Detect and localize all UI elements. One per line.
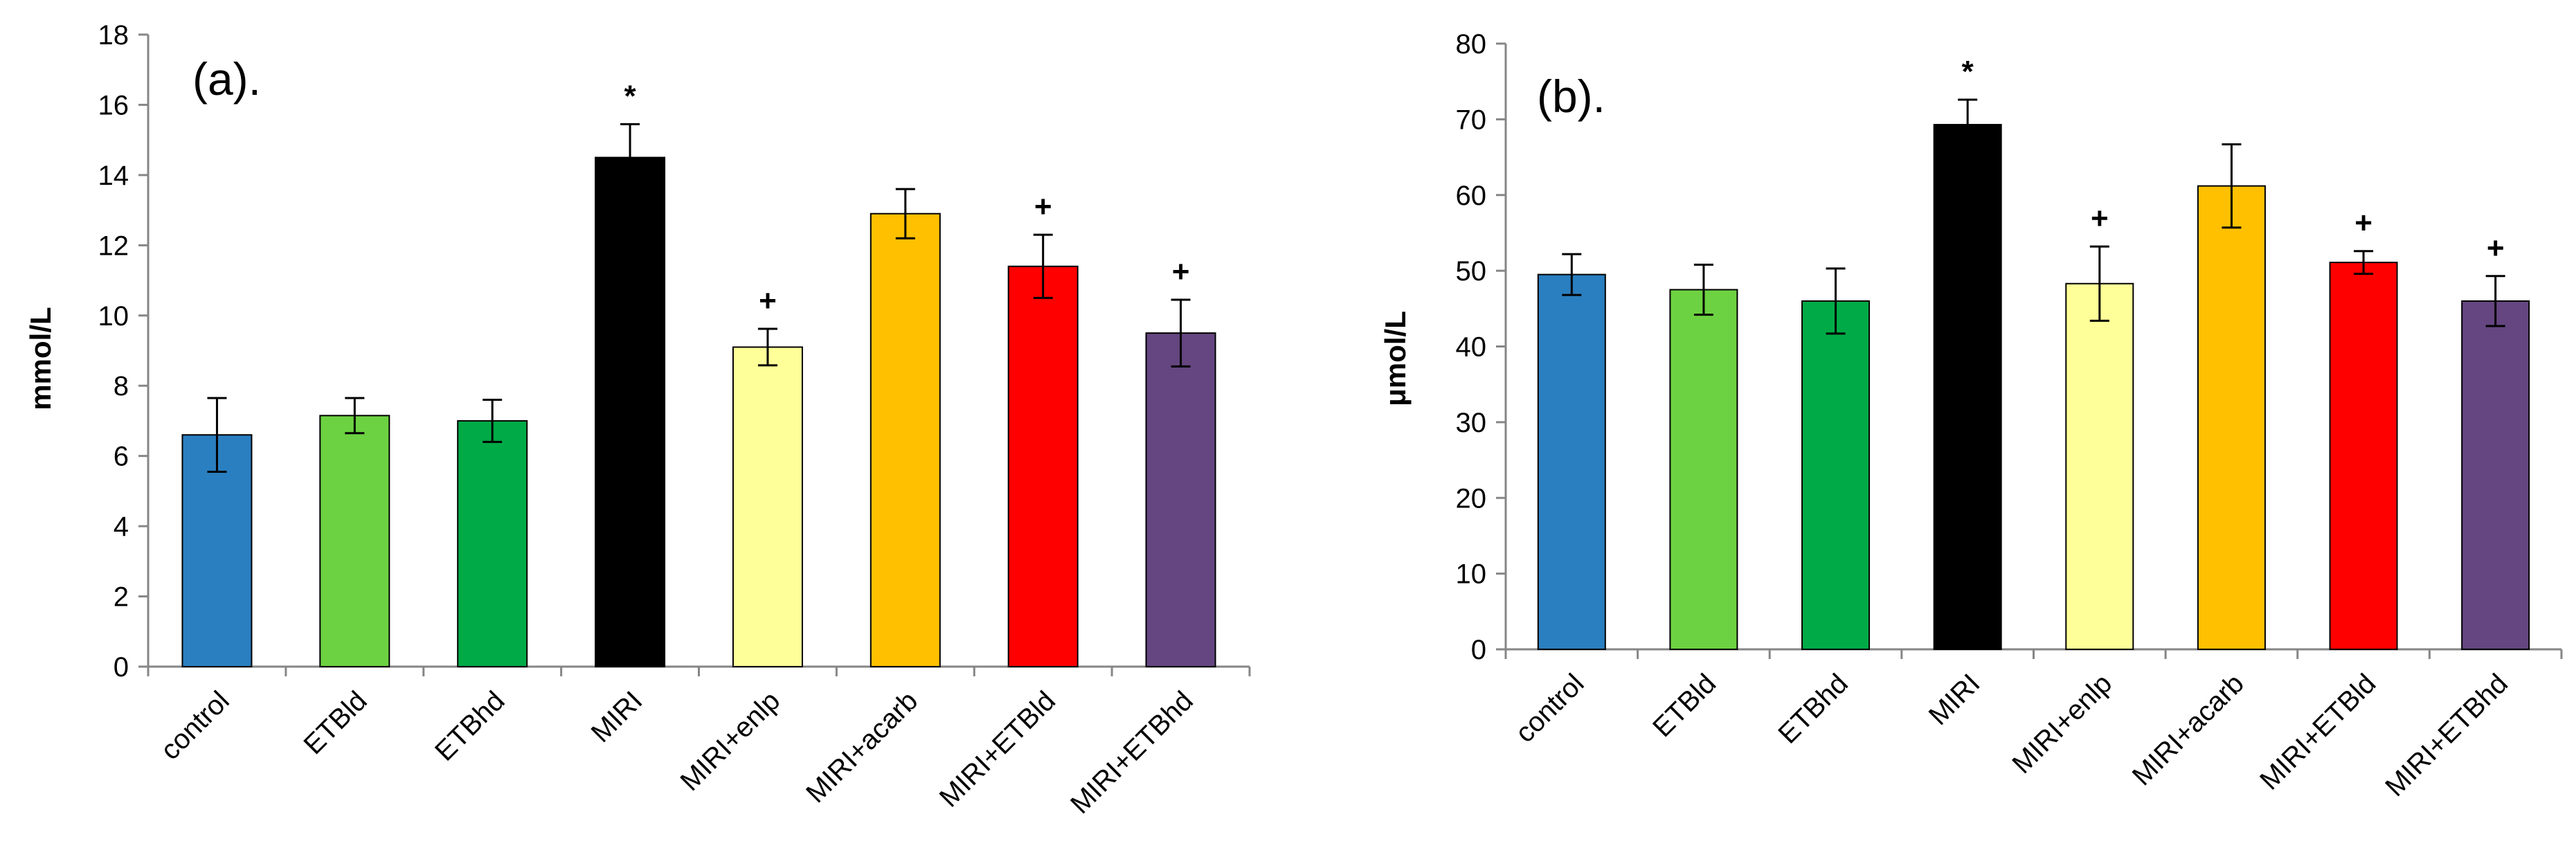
y-tick-label-b: 60 xyxy=(1456,181,1487,211)
y-tick-label-a: 8 xyxy=(114,371,129,402)
x-tick-label-b: MIRI xyxy=(1923,668,1986,731)
y-tick-label-a: 16 xyxy=(98,90,129,120)
bar-b xyxy=(2065,282,2134,650)
bar-a xyxy=(1007,265,1079,667)
x-tick-label-b: ETBhd xyxy=(1772,668,1854,750)
bar-b xyxy=(1801,300,1871,650)
x-tick-label-b: MIRI+ETBld xyxy=(2254,668,2381,795)
bar-b xyxy=(2197,185,2266,650)
y-tick-label-b: 70 xyxy=(1456,105,1487,135)
y-tick-label-b: 80 xyxy=(1456,29,1487,60)
x-tick-label-b: ETBld xyxy=(1647,668,1722,743)
x-tick-label-a: MIRI xyxy=(586,685,649,748)
x-tick-label-a: MIRI+ETBhd xyxy=(1065,685,1199,820)
bar-a xyxy=(732,346,803,667)
x-tick-label-a: control xyxy=(155,685,235,766)
bar-a xyxy=(595,156,666,667)
y-tick-label-a: 2 xyxy=(114,582,129,613)
bar-a xyxy=(870,213,941,667)
significance-marker-a: + xyxy=(759,284,777,318)
bar-b xyxy=(1933,124,2002,650)
bar-a xyxy=(181,434,253,667)
significance-marker-b: + xyxy=(2091,201,2109,235)
chart-panel-b: (b). μmol/L 0 10 20 30 40 50 60 70 80 control ETBl… xyxy=(1379,29,2563,802)
bar-b xyxy=(1537,273,1606,650)
chart-panel-a: (a). mmol/L 0 2 4 6 8 10 12 14 16 18 control ETBld E… xyxy=(24,20,1251,820)
bar-b xyxy=(2461,300,2530,650)
y-tick-label-b: 20 xyxy=(1456,483,1487,514)
y-tick-label-b: 40 xyxy=(1456,332,1487,363)
x-tick-label-a: MIRI+acarb xyxy=(800,685,924,809)
y-tick-label-b: 50 xyxy=(1456,256,1487,287)
y-tick-label-a: 4 xyxy=(114,512,129,542)
y-tick-label-b: 10 xyxy=(1456,559,1487,590)
panel-label-b: (b). xyxy=(1537,71,1605,122)
x-tick-label-a: ETBhd xyxy=(429,685,511,767)
significance-marker-a: * xyxy=(624,79,637,113)
x-tick-label-a: MIRI+ETBld xyxy=(934,685,1061,813)
y-tick-label-a: 12 xyxy=(98,231,129,261)
significance-marker-a: + xyxy=(1172,255,1190,289)
x-tick-label-b: control xyxy=(1510,668,1590,748)
y-tick-label-a: 10 xyxy=(98,301,129,332)
y-tick-label-b: 0 xyxy=(1471,635,1486,665)
significance-marker-b: * xyxy=(1962,55,1974,89)
x-tick-label-b: MIRI+enlp xyxy=(2006,668,2118,779)
bar-b xyxy=(2329,262,2398,650)
y-tick-label-a: 6 xyxy=(114,442,129,472)
bar-a xyxy=(1145,332,1216,667)
x-tick-label-b: MIRI+acarb xyxy=(2127,668,2250,791)
x-tick-label-b: MIRI+ETBhd xyxy=(2379,668,2514,802)
y-axis-title-b: μmol/L xyxy=(1379,311,1412,406)
bar-a xyxy=(319,415,390,667)
significance-marker-a: + xyxy=(1034,190,1052,224)
bar-b xyxy=(1669,289,1738,650)
significance-marker-b: + xyxy=(2354,206,2372,240)
y-axis-title-a: mmol/L xyxy=(24,307,57,410)
x-tick-label-a: ETBld xyxy=(298,685,373,760)
y-tick-label-a: 0 xyxy=(114,652,129,683)
x-tick-label-a: MIRI+enlp xyxy=(674,685,786,797)
bar-a xyxy=(457,420,528,667)
y-tick-label-b: 30 xyxy=(1456,408,1487,438)
significance-marker-b: + xyxy=(2487,231,2505,265)
panel-label-a: (a). xyxy=(192,53,261,105)
y-tick-label-a: 18 xyxy=(98,20,129,51)
y-tick-label-a: 14 xyxy=(98,161,129,191)
